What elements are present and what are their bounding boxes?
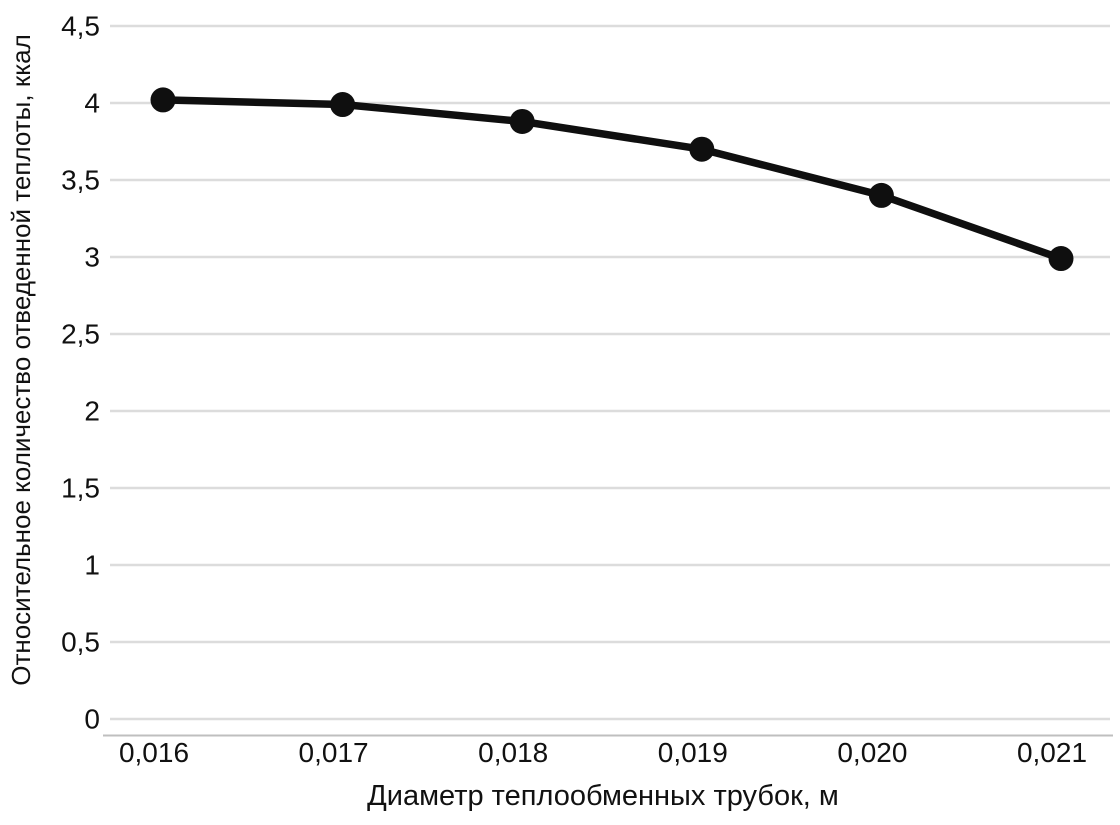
y-tick-label: 2,5: [61, 319, 100, 350]
series-line: [159, 96, 1065, 263]
x-tick-label: 0,017: [299, 737, 369, 768]
y-tick-label: 3: [84, 242, 100, 273]
data-point-marker: [1048, 246, 1074, 272]
x-axis-title: Диаметр теплообменных трубок, м: [367, 780, 839, 812]
y-tick-label: 3,5: [61, 165, 100, 196]
data-point-marker: [509, 108, 535, 134]
x-tick-label: 0,021: [1017, 737, 1087, 768]
x-tick-label: 0,020: [837, 737, 907, 768]
y-tick-label: 2: [84, 396, 100, 427]
y-tick-label: 4,5: [61, 11, 100, 42]
y-axis-title: Относительное количество отведенной тепл…: [6, 34, 36, 686]
y-tick-label: 4: [84, 88, 100, 119]
x-tick-label: 0,018: [478, 737, 548, 768]
y-tick-label: 1: [84, 550, 100, 581]
x-tick-label: 0,016: [119, 737, 189, 768]
data-point-marker: [868, 182, 894, 208]
data-point-marker: [330, 92, 356, 118]
data-point-marker: [150, 87, 176, 113]
data-point-marker: [689, 136, 715, 162]
y-tick-label: 0: [84, 704, 100, 735]
x-tick-label: 0,019: [658, 737, 728, 768]
y-tick-label: 0,5: [61, 627, 100, 658]
y-tick-label: 1,5: [61, 473, 100, 504]
